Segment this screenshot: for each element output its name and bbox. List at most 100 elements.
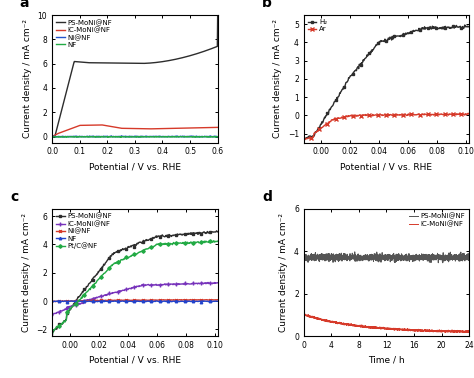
Ni@NF [148,298,154,302]
Line: PS-MoNi@NF: PS-MoNi@NF [49,229,219,335]
Line: PS-MoNi@NF: PS-MoNi@NF [304,252,469,263]
PS-MoNi@NF [185,54,191,59]
Ni@NF [128,135,134,139]
Pt/C@NF [215,239,220,243]
Line: NF: NF [52,136,218,137]
IC-MoNi@NF [49,312,55,317]
Ar [300,138,305,143]
NF [49,135,55,139]
NF [129,135,135,139]
Ni@NF [201,298,206,302]
H₂ [301,138,307,142]
PS-MoNi@NF [301,256,307,261]
PS-MoNi@NF [189,232,194,237]
NF [48,299,54,303]
X-axis label: Potential / V vs. RHE: Potential / V vs. RHE [89,356,181,365]
IC-MoNi@NF [310,314,315,319]
IC-MoNi@NF [185,126,191,130]
IC-MoNi@NF [215,280,220,285]
Ni@NF [48,299,54,304]
Pt/C@NF [189,240,195,245]
Legend: PS-MoNi@NF, IC-MoNi@NF, Ni@NF, NF: PS-MoNi@NF, IC-MoNi@NF, Ni@NF, NF [55,19,113,48]
Line: H₂: H₂ [301,24,471,141]
H₂ [451,26,457,30]
PS-MoNi@NF [148,61,154,65]
PS-MoNi@NF [48,330,54,335]
PS-MoNi@NF [128,61,134,65]
IC-MoNi@NF [301,312,307,316]
IC-MoNi@NF [139,127,145,131]
Pt/C@NF [211,239,217,243]
Ni@NF [215,135,220,139]
Ni@NF [215,297,220,302]
Pt/C@NF [48,330,54,334]
PS-MoNi@NF [310,255,315,259]
NF [186,135,191,139]
Line: IC-MoNi@NF: IC-MoNi@NF [49,281,219,317]
NF [139,135,145,139]
Pt/C@NF [48,330,54,334]
IC-MoNi@NF [99,122,104,127]
X-axis label: Potential / V vs. RHE: Potential / V vs. RHE [89,162,181,171]
NF [130,299,136,304]
X-axis label: Time / h: Time / h [368,356,405,365]
Ar [300,137,306,142]
NF [48,299,54,304]
NF [148,135,154,139]
Ni@NF [139,134,145,139]
H₂ [466,24,472,29]
Ni@NF [48,299,54,304]
X-axis label: Potential / V vs. RHE: Potential / V vs. RHE [340,162,432,171]
Line: IC-MoNi@NF: IC-MoNi@NF [304,314,469,333]
IC-MoNi@NF [48,313,54,317]
H₂ [441,25,447,29]
PS-MoNi@NF [214,229,219,233]
IC-MoNi@NF [48,312,54,317]
IC-MoNi@NF [461,330,467,335]
IC-MoNi@NF [211,125,217,130]
H₂ [402,33,408,37]
Pt/C@NF [200,240,205,245]
Y-axis label: Current density / mA cm⁻²: Current density / mA cm⁻² [273,19,282,138]
IC-MoNi@NF [382,326,387,330]
Y-axis label: Current density / mA cm⁻²: Current density / mA cm⁻² [22,213,31,332]
Ni@NF [211,134,217,139]
Legend: H₂, Ar: H₂, Ar [307,19,328,33]
Ar [440,112,446,117]
IC-MoNi@NF [431,328,437,333]
Legend: PS-MoNi@NF, IC-MoNi@NF: PS-MoNi@NF, IC-MoNi@NF [409,212,466,228]
Pt/C@NF [49,328,55,333]
Ar [451,112,456,117]
PS-MoNi@NF [199,231,205,235]
NF [148,299,154,304]
Pt/C@NF [147,245,153,250]
Ar [465,111,471,116]
Line: NF: NF [49,299,219,303]
PS-MoNi@NF [150,235,156,240]
PS-MoNi@NF [440,260,446,265]
Pt/C@NF [151,244,156,249]
Ni@NF [151,298,156,302]
IC-MoNi@NF [200,281,205,286]
PS-MoNi@NF [49,134,55,139]
IC-MoNi@NF [377,326,383,330]
PS-MoNi@NF [352,249,357,254]
Text: d: d [262,190,272,204]
PS-MoNi@NF [48,332,54,336]
IC-MoNi@NF [215,125,220,130]
Text: a: a [19,0,28,10]
NF [211,135,217,139]
NF [148,299,154,304]
Line: IC-MoNi@NF: IC-MoNi@NF [52,125,218,136]
IC-MoNi@NF [302,311,308,316]
Ar [401,113,407,117]
PS-MoNi@NF [462,256,467,260]
Ar [466,112,472,116]
Line: Ni@NF: Ni@NF [49,298,219,303]
PS-MoNi@NF [466,255,472,260]
H₂ [462,23,468,27]
Ni@NF [50,299,56,304]
Ni@NF [148,134,154,139]
H₂ [300,137,306,141]
Ni@NF [49,134,55,139]
